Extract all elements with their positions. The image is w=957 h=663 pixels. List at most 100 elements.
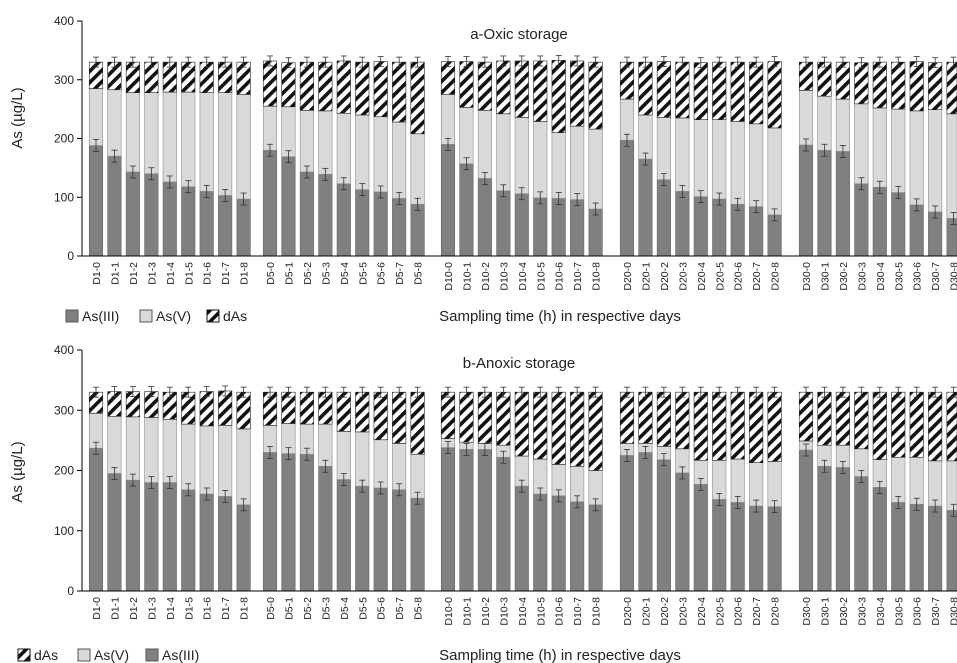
bar-segment-as5 [440, 94, 456, 145]
legend-b-swatch-1 [17, 648, 31, 662]
bar-segment-das [588, 391, 603, 471]
error-bar [697, 477, 704, 491]
bar-segment-as3 [533, 493, 548, 592]
x-tick-label: D20-0 [622, 262, 634, 291]
x-tick-label: D1-3 [146, 597, 158, 620]
bar-segment-as5 [336, 431, 351, 480]
x-tick-label: D20-6 [733, 597, 745, 626]
x-tick-label: D30-3 [856, 262, 868, 291]
bar-segment-das [798, 391, 814, 442]
error-bar [858, 386, 865, 398]
bar-segment-as3 [218, 496, 233, 592]
error-bar [267, 55, 273, 67]
bar-segment-das [318, 61, 333, 112]
error-bar [93, 56, 99, 68]
bar-segment-as3 [854, 476, 869, 592]
error-bar [267, 386, 273, 398]
y-tick-label: 400 [54, 343, 74, 357]
x-tick-label: D20-7 [751, 262, 763, 291]
bar-segment-das [749, 391, 764, 463]
bar-segment-as3 [336, 479, 351, 592]
error-bar [734, 197, 741, 211]
error-bar [592, 498, 599, 512]
bar-segment-das [656, 391, 671, 447]
error-bar [111, 56, 118, 68]
x-tick-label: D5-5 [357, 262, 369, 285]
bar-segment-as3 [817, 149, 832, 257]
bar-segment-as3 [281, 156, 296, 257]
y-tick-label: 100 [54, 524, 74, 538]
bar-segment-as5 [693, 119, 708, 197]
error-bar [697, 386, 704, 398]
error-bar [913, 386, 920, 398]
error-bar [203, 56, 210, 68]
x-tick-label: D10-5 [535, 597, 547, 626]
bar-segment-as3 [199, 191, 214, 257]
error-bar [753, 200, 760, 214]
error-bar [771, 500, 778, 514]
bar-segment-das [656, 61, 671, 118]
x-tick-label: D1-0 [91, 597, 103, 620]
x-tick-label: D20-8 [770, 262, 782, 291]
legend-b-label-2: As(V) [94, 647, 129, 663]
x-tick-label: D10-2 [480, 262, 492, 291]
bar-segment-as3 [218, 195, 233, 257]
error-bar [377, 386, 384, 398]
bar-segment-as3 [946, 509, 957, 592]
error-bar [463, 56, 470, 67]
error-bar [518, 187, 525, 201]
bar-segment-das [675, 61, 690, 119]
bar-segment-as3 [638, 158, 653, 257]
bar-segment-das [459, 391, 474, 443]
bar-segment-das [675, 391, 690, 450]
bar-segment-das [854, 62, 869, 105]
bar-segment-as3 [299, 171, 314, 257]
error-bar [377, 481, 384, 495]
bar-segment-as3 [281, 453, 296, 592]
error-bar [518, 55, 525, 67]
bar-segment-das [281, 62, 296, 108]
y-tick-label: 0 [67, 249, 74, 263]
error-bar [895, 496, 902, 509]
bar-segment-as3 [181, 489, 196, 592]
bar-segment-as3 [459, 163, 474, 257]
x-tick-label: D1-0 [91, 262, 103, 285]
x-tick-label: D30-5 [893, 262, 905, 291]
x-tick-label: D20-5 [714, 597, 726, 626]
error-bar [913, 497, 920, 511]
bar-segment-as5 [928, 109, 943, 213]
bar-segment-as5 [730, 121, 745, 205]
bar-segment-as3 [181, 186, 196, 257]
bar-segment-as3 [872, 487, 887, 592]
bar-segment-das [619, 61, 635, 100]
x-tick-label: D20-2 [659, 262, 671, 291]
bar-segment-as5 [817, 95, 832, 151]
legend-a-swatch-2 [139, 309, 153, 323]
x-tick-label: D5-1 [283, 262, 295, 285]
bar-segment-as5 [410, 453, 425, 499]
error-bar [359, 56, 366, 68]
error-bar [240, 56, 247, 68]
x-tick-label: D10-1 [461, 262, 473, 291]
x-tick-label: D1-2 [128, 597, 140, 620]
error-bar [222, 490, 229, 503]
bar-segment-as3 [854, 183, 869, 257]
bar-segment-das [392, 61, 407, 123]
panel-b-title: b-Anoxic storage [463, 355, 576, 372]
error-bar [932, 386, 939, 398]
bar-segment-as5 [477, 110, 492, 179]
x-tick-label: D30-0 [801, 262, 813, 291]
x-tick-label: D1-5 [183, 597, 195, 620]
error-bar [624, 386, 630, 398]
bar-segment-as5 [218, 425, 233, 497]
error-bar [624, 449, 630, 462]
bar-segment-as5 [392, 121, 407, 199]
error-bar [574, 193, 581, 207]
x-tick-label: D5-6 [376, 262, 388, 285]
bar-segment-as3 [712, 198, 727, 257]
bar-segment-as3 [144, 173, 159, 257]
legend-a-swatch-3 [206, 309, 220, 323]
error-bar [555, 489, 562, 503]
bar-segment-as3 [440, 144, 456, 257]
error-bar [377, 56, 384, 67]
